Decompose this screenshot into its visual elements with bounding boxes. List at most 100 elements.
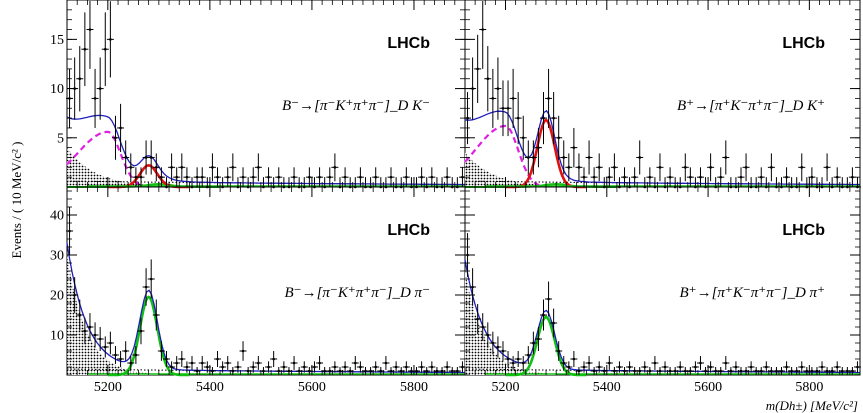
decay-channel-label: B⁻→[π⁻K⁺π⁺π⁻]_D π⁻ — [285, 285, 431, 301]
data-point — [783, 167, 791, 187]
data-point — [717, 167, 725, 187]
data-point — [504, 351, 512, 367]
data-point — [605, 356, 613, 370]
data-point — [494, 336, 502, 358]
data-point — [479, 313, 487, 341]
data-point — [443, 361, 451, 373]
data-point — [580, 361, 588, 373]
decay-channel-label: B⁺→[π⁺K⁻π⁺π⁻]_D π⁺ — [680, 285, 826, 301]
data-point — [560, 140, 568, 175]
data-point — [214, 167, 222, 187]
panel-top-left: 5 10 15 LHCb B⁻→[π⁻K⁺π⁺π⁻]_D K⁻ — [50, 0, 466, 189]
data-point — [106, 331, 114, 355]
data-point — [489, 68, 497, 128]
data-point — [737, 167, 745, 187]
data-point — [539, 299, 547, 331]
panel-frame — [66, 186, 466, 376]
data-point — [732, 361, 740, 373]
data-point — [499, 341, 507, 361]
data-point — [132, 346, 140, 364]
data-point — [392, 361, 400, 373]
data-point — [81, 317, 89, 345]
data-point — [691, 361, 699, 373]
data-point — [290, 356, 298, 370]
x-tick-label: 5400 — [196, 380, 224, 395]
data-point — [661, 361, 669, 373]
data-point — [428, 167, 436, 187]
data-point — [418, 167, 426, 187]
data-point — [331, 153, 339, 182]
data-point — [152, 299, 160, 331]
data-point — [570, 127, 578, 168]
data-point — [833, 361, 841, 373]
data-point — [610, 367, 618, 375]
data-point — [757, 167, 765, 187]
data-point — [631, 167, 639, 187]
data-point — [585, 356, 593, 370]
data-point — [798, 361, 806, 373]
data-point — [168, 153, 176, 182]
data-point — [300, 361, 308, 373]
data-point — [280, 361, 288, 373]
data-point — [494, 57, 502, 120]
data-point — [137, 317, 145, 345]
lhcb-brand-label: LHCb — [782, 222, 825, 239]
panels-group: 5 10 15 LHCb B⁻→[π⁻K⁺π⁺π⁻]_D K⁻ LHCb B⁺→[π⁺K⁻π… — [50, 0, 861, 395]
data-point — [565, 361, 573, 373]
decay-channel-label: B⁻→[π⁻K⁺π⁺π⁻]_D K⁻ — [282, 98, 430, 114]
y-tick-label: 20 — [50, 289, 64, 304]
y-tick-label: 40 — [50, 209, 64, 224]
data-point — [178, 351, 186, 367]
lowmass-background-hatch — [67, 255, 159, 375]
data-point — [560, 356, 568, 370]
data-point — [122, 341, 130, 361]
data-point — [239, 167, 247, 187]
data-point — [534, 127, 542, 168]
data-point — [696, 167, 704, 187]
data-point — [469, 268, 477, 306]
data-point — [290, 167, 298, 187]
panel-frame — [66, 0, 466, 188]
lhcb-brand-label: LHCb — [387, 35, 430, 52]
data-point — [641, 361, 649, 373]
data-point — [341, 361, 349, 373]
data-point — [326, 167, 334, 187]
data-point — [173, 167, 181, 187]
data-point — [747, 361, 755, 373]
data-point — [524, 346, 532, 364]
data-point — [96, 57, 104, 120]
x-tick-label: 5200 — [94, 380, 122, 395]
decay-channel-label: B⁺→[π⁺K⁻π⁺π⁻]_D K⁺ — [677, 98, 825, 114]
data-point — [742, 153, 750, 182]
data-point — [646, 167, 654, 187]
data-point — [656, 153, 664, 182]
data-point — [270, 351, 278, 367]
data-point — [147, 140, 155, 175]
data-point — [198, 356, 206, 370]
data-point — [214, 351, 222, 367]
panel-bottom-right: 5200 5400 5600 5800 LHCb B⁺→[π⁺K⁻π⁺π⁻]_D π⁺ — [464, 186, 861, 395]
data-point — [316, 356, 324, 370]
data-point — [519, 115, 527, 160]
data-point — [519, 356, 527, 370]
x-tick-label: 5800 — [795, 380, 823, 395]
data-point — [219, 361, 227, 373]
data-point — [198, 167, 206, 187]
data-point — [106, 1, 114, 78]
total-fit-line — [464, 109, 860, 186]
data-point — [509, 356, 517, 370]
data-point — [722, 140, 730, 175]
data-point — [183, 361, 191, 373]
data-point — [356, 167, 364, 187]
data-point — [580, 167, 588, 187]
data-point — [570, 351, 578, 367]
data-point — [798, 153, 806, 182]
data-point — [147, 259, 155, 299]
total-fit-line — [464, 259, 860, 374]
data-point — [428, 361, 436, 373]
data-point — [234, 361, 242, 373]
data-point — [239, 341, 247, 361]
y-tick-label: 10 — [50, 329, 64, 344]
data-point — [137, 167, 145, 187]
data-point — [555, 115, 563, 160]
